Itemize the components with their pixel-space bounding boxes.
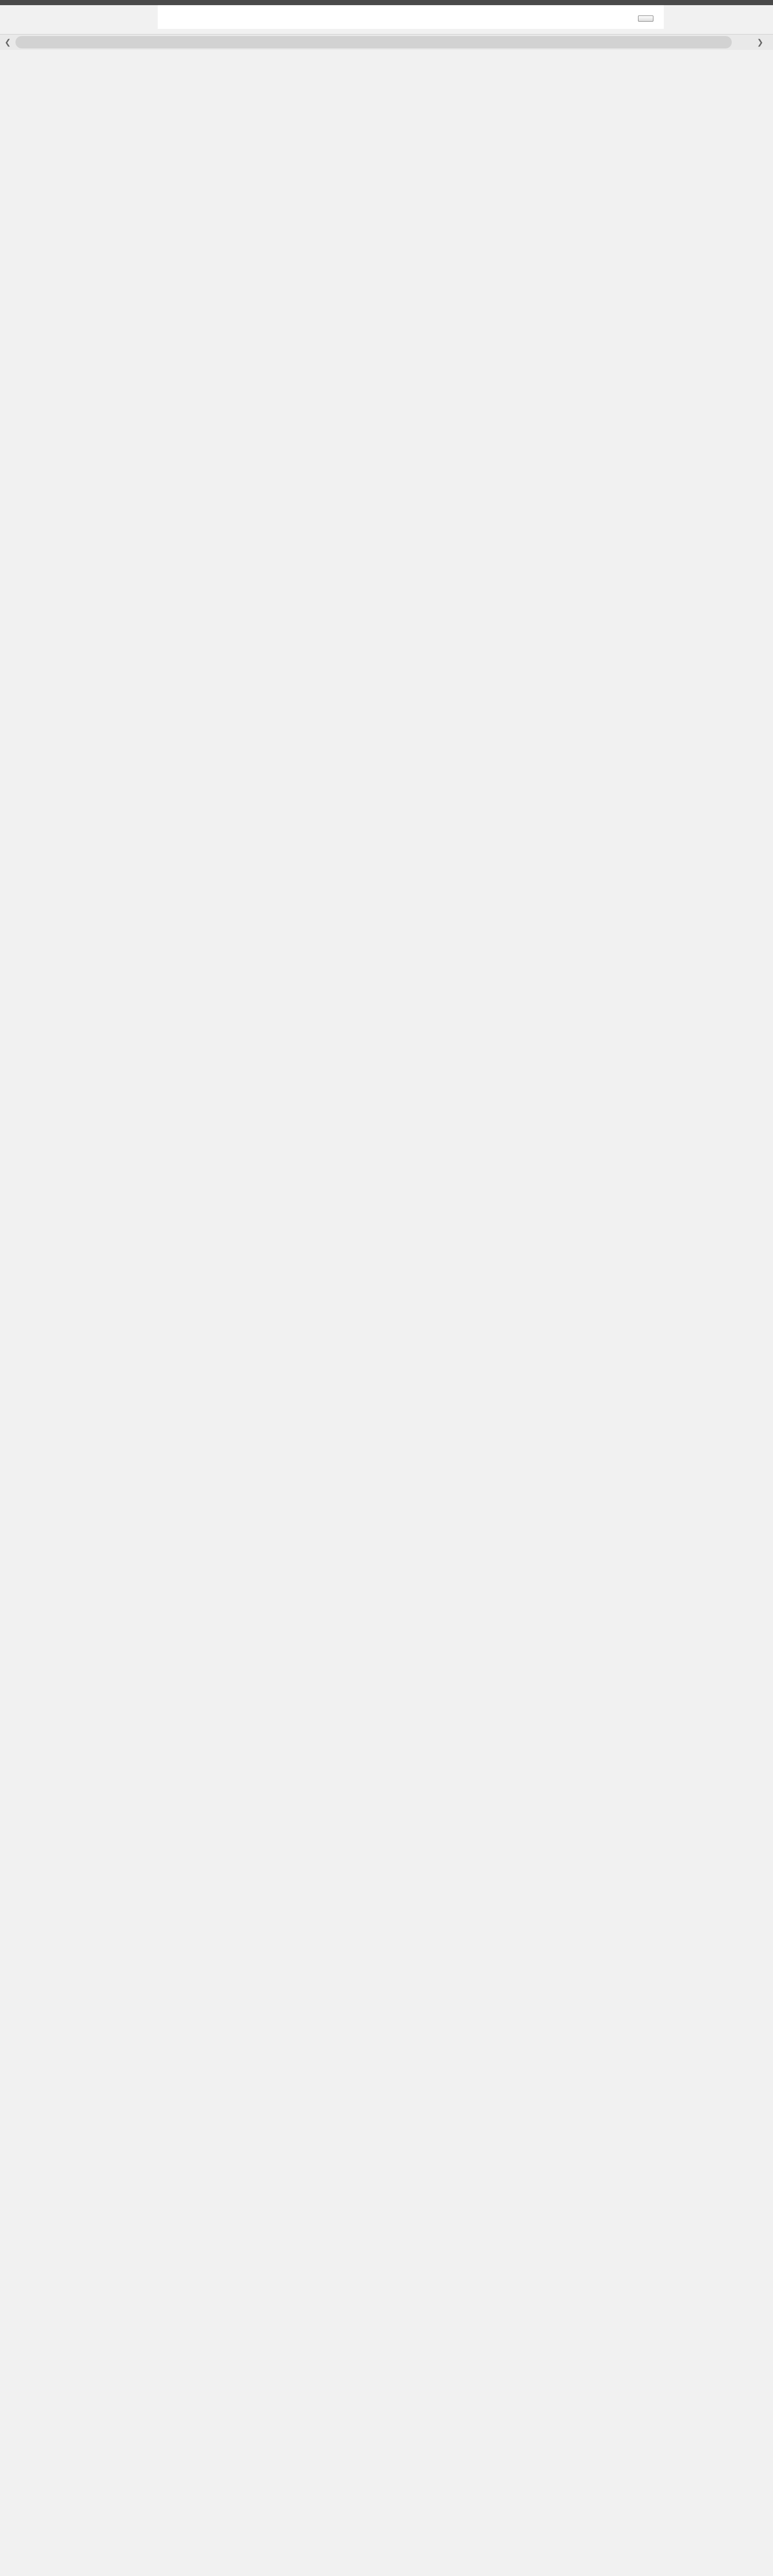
- scroll-right-arrow-icon[interactable]: ❯: [757, 38, 764, 47]
- scroll-left-arrow-icon[interactable]: ❮: [4, 38, 11, 47]
- document-sheet: [158, 5, 664, 32]
- print-button[interactable]: [638, 15, 653, 22]
- horizontal-scrollbar[interactable]: ❮ ❯: [0, 34, 773, 50]
- print-toolbar: [158, 5, 664, 29]
- window-top-strip: [0, 0, 773, 5]
- scrollbar-thumb[interactable]: [15, 36, 732, 48]
